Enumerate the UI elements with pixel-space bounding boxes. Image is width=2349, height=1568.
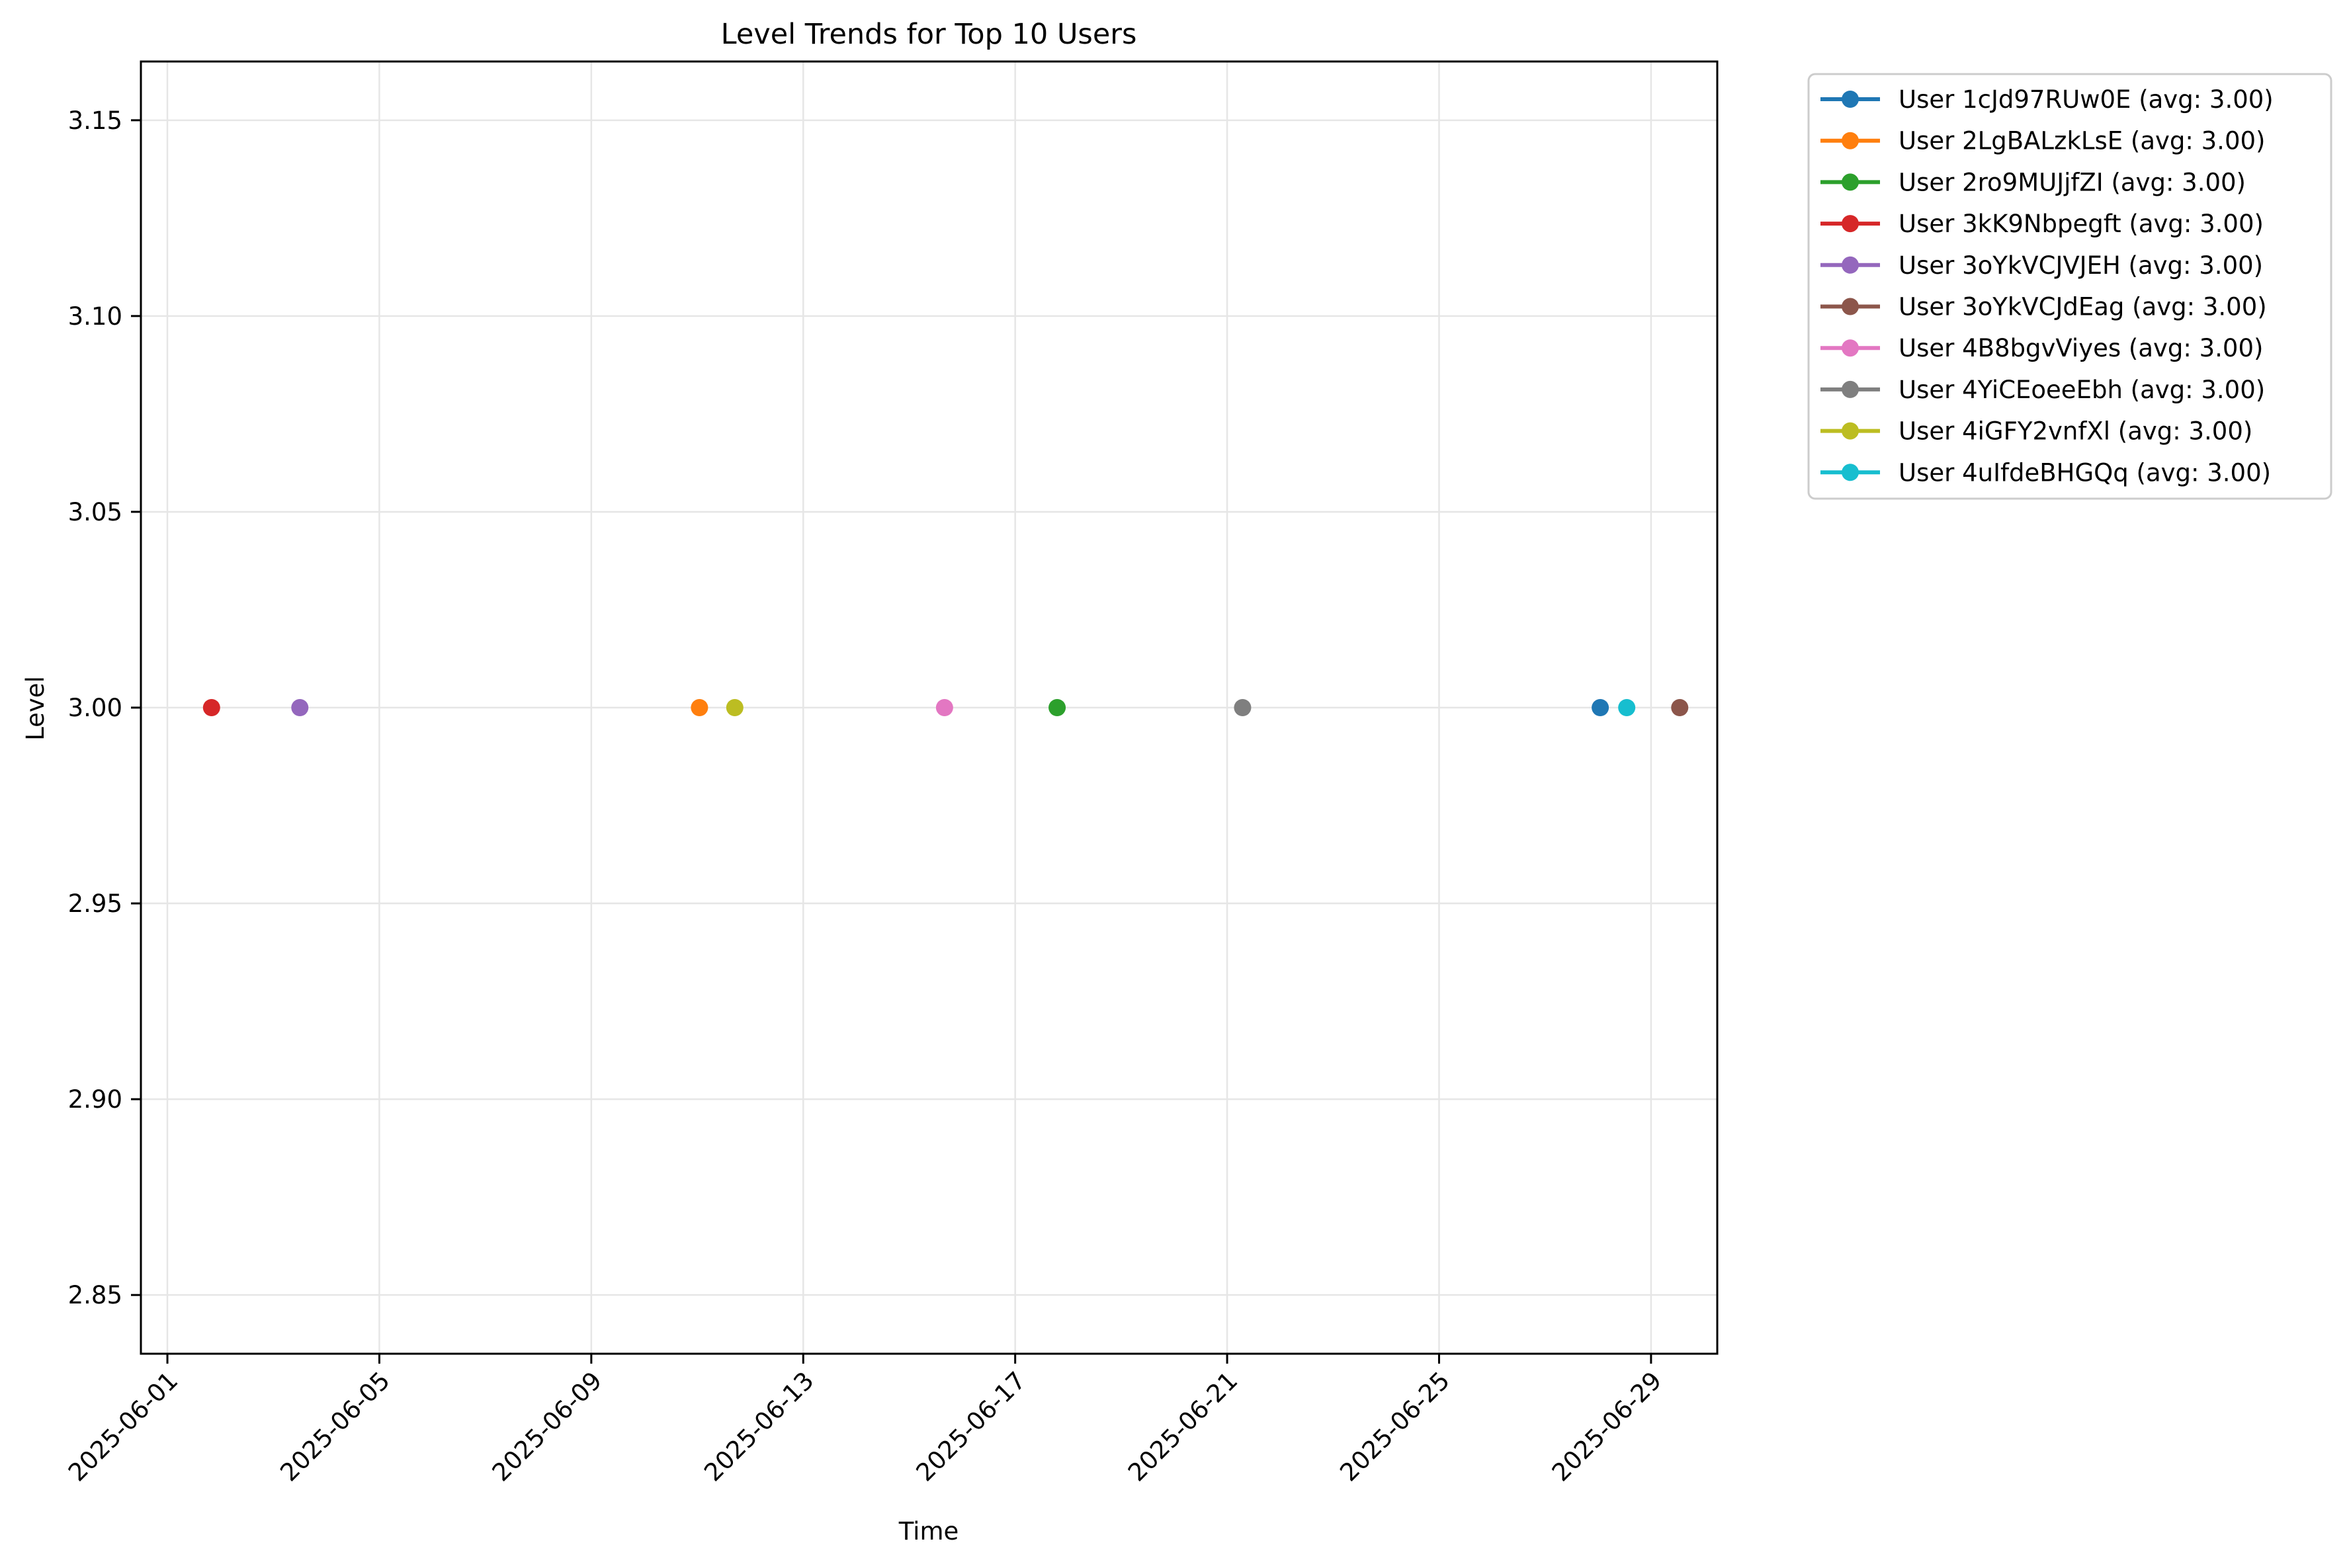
data-point — [291, 699, 309, 716]
legend-label: User 1cJd97RUw0E (avg: 3.00) — [1899, 85, 2274, 114]
legend: User 1cJd97RUw0E (avg: 3.00) User 2LgBALz… — [1807, 73, 2332, 500]
y-axis-label: Level — [21, 676, 50, 741]
data-markers — [202, 699, 1689, 716]
legend-marker — [1842, 339, 1859, 357]
legend-label: User 4YiCEoeeEbh (avg: 3.00) — [1899, 376, 2265, 404]
legend-label: User 3kK9Nbpegft (avg: 3.00) — [1899, 210, 2264, 238]
data-point — [1234, 699, 1252, 716]
legend-label: User 4uIfdeBHGQq (avg: 3.00) — [1899, 458, 2271, 487]
legend-marker — [1842, 215, 1859, 233]
legend-label: User 2LgBALzkLsE (avg: 3.00) — [1899, 127, 2265, 155]
x-axis-label: Time — [898, 1517, 959, 1546]
data-point — [1618, 699, 1636, 716]
legend-marker — [1842, 464, 1859, 481]
legend-marker — [1842, 173, 1859, 191]
legend-marker — [1842, 380, 1859, 398]
legend-label: User 2ro9MUJjfZI (avg: 3.00) — [1899, 168, 2246, 196]
data-point — [726, 699, 744, 716]
legend-marker — [1842, 91, 1859, 108]
legend-marker — [1842, 132, 1859, 149]
legend-box — [1807, 73, 2332, 500]
legend-marker — [1842, 298, 1859, 315]
legend-label: User 4B8bgvViyes (avg: 3.00) — [1899, 334, 2263, 362]
legend-marker — [1842, 256, 1859, 274]
data-point — [1671, 699, 1689, 716]
data-point — [1592, 699, 1609, 716]
y-tick-label: 3.15 — [68, 106, 122, 135]
data-point — [691, 699, 708, 716]
y-tick-label: 2.85 — [68, 1281, 122, 1309]
legend-label: User 3oYkVCJdEag (avg: 3.00) — [1899, 293, 2267, 321]
chart-title: Level Trends for Top 10 Users — [721, 18, 1137, 51]
data-point — [202, 699, 220, 716]
y-tick-label: 2.95 — [68, 889, 122, 918]
y-tick-label: 3.10 — [68, 302, 122, 331]
legend-marker — [1842, 422, 1859, 440]
legend-label: User 3oYkVCJVJEH (avg: 3.00) — [1899, 251, 2263, 280]
y-tick-label: 3.00 — [68, 694, 122, 722]
y-tick-label: 2.90 — [68, 1085, 122, 1114]
data-point — [1048, 699, 1066, 716]
legend-label: User 4iGFY2vnfXl (avg: 3.00) — [1899, 417, 2252, 446]
grid-lines — [141, 62, 1717, 1354]
data-point — [935, 699, 953, 716]
y-tick-label: 3.05 — [68, 498, 122, 526]
